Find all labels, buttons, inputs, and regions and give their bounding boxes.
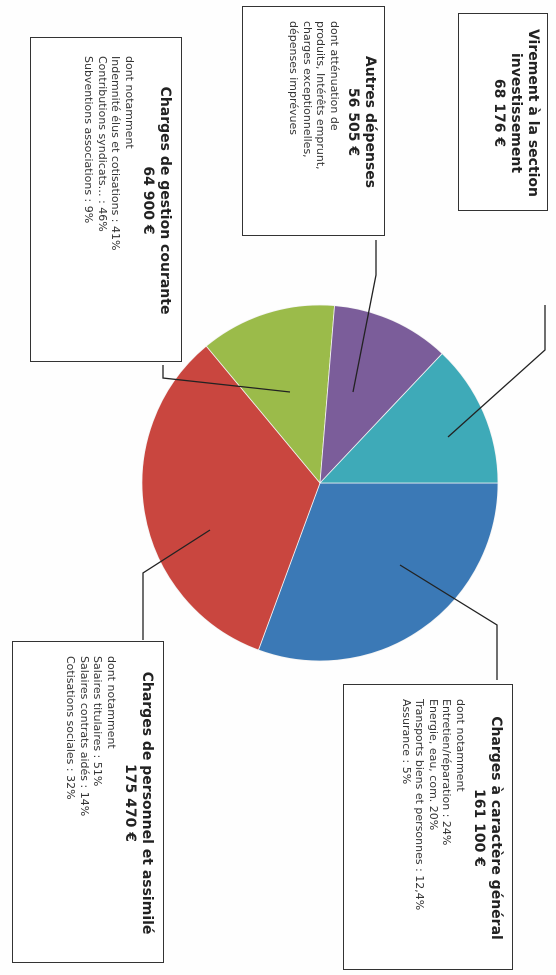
autres-line-4: dépenses imprévues xyxy=(287,21,301,135)
personnel-line-4: Cotisations sociales : 32% xyxy=(64,656,78,800)
autres-line-2: produits, Intérêts emprunt, xyxy=(314,21,328,170)
pie-slice-autres xyxy=(319,305,443,485)
gestion-line-3: Contributions syndicats… : 46% xyxy=(95,56,109,232)
autres-line-3: charges exceptionnelles, xyxy=(300,21,314,158)
leader-line-autres xyxy=(352,240,377,393)
pie-slice-gestion xyxy=(205,304,335,485)
general-line-4: Transports biens et personnes : 12,4% xyxy=(413,699,427,911)
gestion-line-2: Indemnité élus et cotisations : 41% xyxy=(109,56,123,251)
pie-slice-virement xyxy=(319,353,499,484)
leader-line-virement xyxy=(447,305,546,438)
label-box-personnel: Charges de personnel et assimilé 175 470… xyxy=(12,641,164,963)
pie-slice-personnel xyxy=(141,345,321,651)
virement-amount: 68 176 € xyxy=(491,78,507,148)
leader-line-personnel xyxy=(142,529,211,640)
leader-line-gestion xyxy=(162,365,291,393)
general-line-2: Entretien/réparation : 24% xyxy=(440,699,454,846)
personnel-amount: 175 470 € xyxy=(122,764,138,842)
gestion-line-1: dont notamment xyxy=(123,56,136,149)
leader-line-general xyxy=(399,564,498,680)
label-box-virement: Virement à la section investissement 68 … xyxy=(458,13,548,211)
gestion-amount: 64 900 € xyxy=(140,166,156,235)
autres-amount: 56 505 € xyxy=(345,87,361,157)
pie-slice-general xyxy=(257,482,499,662)
general-title: Charges à caractère général xyxy=(488,716,504,940)
personnel-line-2: Salaires titulaires : 51% xyxy=(91,656,105,787)
label-box-autres: Autres dépenses 56 505 € dont atténuatio… xyxy=(242,6,385,236)
autres-line-1: dont atténuation de xyxy=(328,21,341,131)
gestion-title: Charges de gestion courante xyxy=(157,86,173,315)
pie-slices xyxy=(141,304,499,662)
general-line-3: Energie, eau, com. 20% xyxy=(426,699,440,831)
general-line-1: dont notamment xyxy=(454,699,467,792)
general-line-5: Assurance : 5% xyxy=(399,699,413,785)
label-box-gestion: Charges de gestion courante 64 900 € don… xyxy=(30,37,182,362)
label-box-general: Charges à caractère général 161 100 € do… xyxy=(343,684,513,970)
personnel-line-1: dont notamment xyxy=(105,656,118,749)
autres-title: Autres dépenses xyxy=(362,55,378,189)
leader-lines xyxy=(142,240,546,680)
gestion-line-4: Subventions associations : 9% xyxy=(82,56,96,224)
virement-title-line-2: investissement xyxy=(508,52,524,174)
personnel-title: Charges de personnel et assimilé xyxy=(139,671,155,935)
virement-title-line-1: Virement à la section xyxy=(525,28,541,198)
general-amount: 161 100 € xyxy=(471,789,487,867)
personnel-line-3: Salaires contrats aidés : 14% xyxy=(77,656,91,817)
